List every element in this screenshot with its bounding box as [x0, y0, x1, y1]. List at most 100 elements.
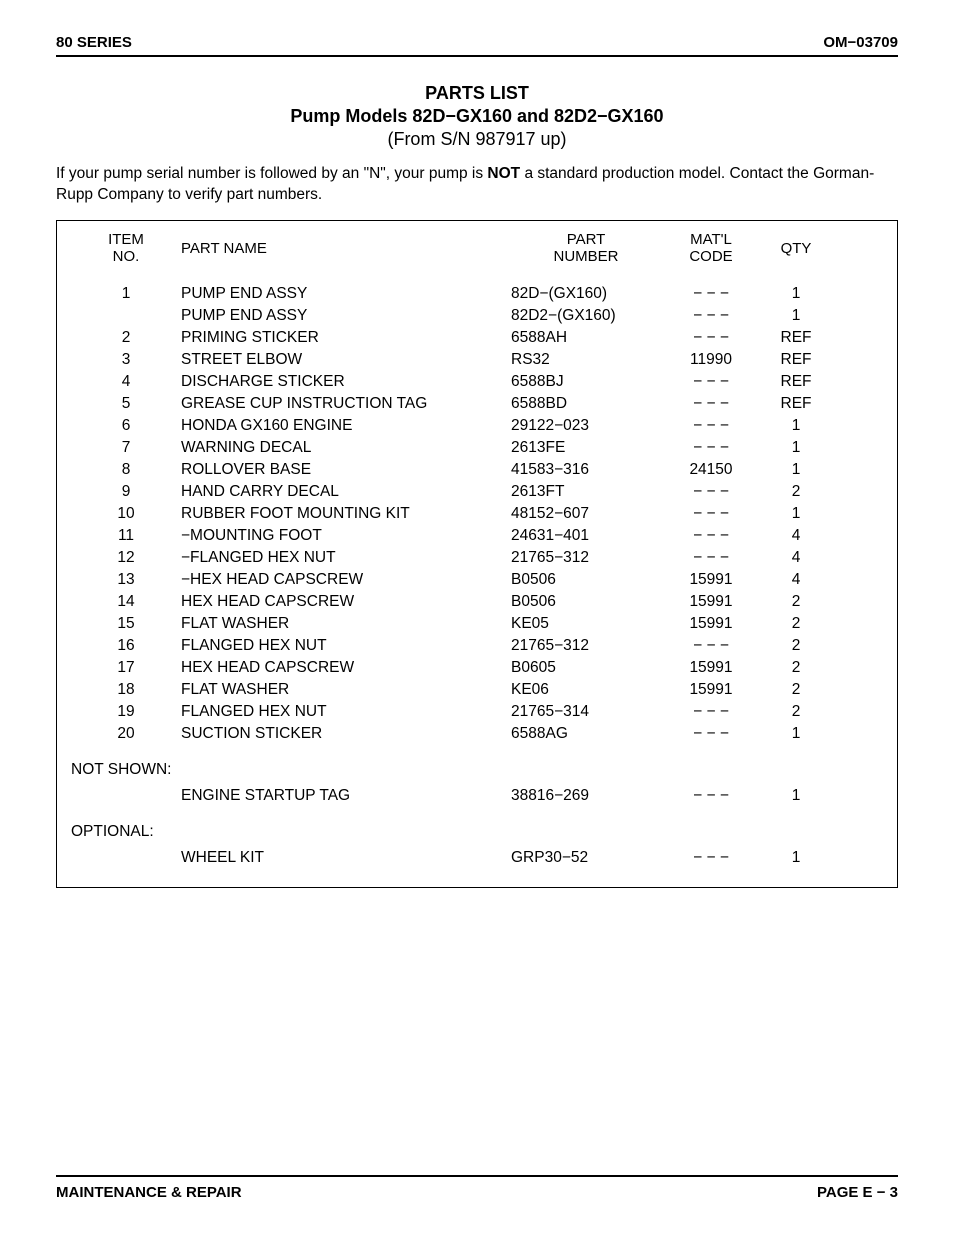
cell-item: 19 [71, 701, 181, 723]
cell-part: 6588AH [511, 327, 661, 349]
cell-part: 48152−607 [511, 503, 661, 525]
footer-right: PAGE E − 3 [817, 1184, 898, 1201]
cell-qty: REF [761, 393, 831, 415]
rows-optional: WHEEL KITGRP30−52− − −1 [71, 847, 883, 869]
cell-name: PUMP END ASSY [181, 305, 511, 327]
cell-part: B0506 [511, 591, 661, 613]
cell-item: 1 [71, 283, 181, 305]
cell-name: −HEX HEAD CAPSCREW [181, 569, 511, 591]
note-bold: NOT [487, 165, 520, 182]
table-row: 6HONDA GX160 ENGINE29122−023− − −1 [71, 415, 883, 437]
table-row: 11−MOUNTING FOOT24631−401− − −4 [71, 525, 883, 547]
cell-part: 2613FT [511, 481, 661, 503]
cell-name: RUBBER FOOT MOUNTING KIT [181, 503, 511, 525]
table-row: 8ROLLOVER BASE41583−316241501 [71, 459, 883, 481]
table-row: 15FLAT WASHERKE05159912 [71, 613, 883, 635]
cell-item [71, 305, 181, 327]
optional-label: OPTIONAL: [71, 823, 883, 841]
cell-qty: 1 [761, 305, 831, 327]
table-row: 3STREET ELBOWRS3211990REF [71, 349, 883, 371]
table-row: 2PRIMING STICKER6588AH− − −REF [71, 327, 883, 349]
cell-matl: − − − [661, 283, 761, 305]
cell-qty: 1 [761, 785, 831, 807]
cell-matl: − − − [661, 635, 761, 657]
cell-item [71, 785, 181, 807]
table-row: 17HEX HEAD CAPSCREWB0605159912 [71, 657, 883, 679]
cell-qty: 1 [761, 437, 831, 459]
cell-part: 21765−312 [511, 547, 661, 569]
cell-name: ROLLOVER BASE [181, 459, 511, 481]
cell-matl: 15991 [661, 679, 761, 701]
col-item: ITEM NO. [71, 231, 181, 265]
cell-matl: 15991 [661, 613, 761, 635]
table-row: 19FLANGED HEX NUT21765−314− − −2 [71, 701, 883, 723]
cell-qty: 2 [761, 635, 831, 657]
cell-matl: − − − [661, 437, 761, 459]
header-bar: 80 SERIES OM−03709 [56, 34, 898, 53]
title-line-3: (From S/N 987917 up) [56, 129, 898, 150]
title-line-1: PARTS LIST [56, 83, 898, 104]
header-left: 80 SERIES [56, 34, 132, 51]
parts-table: ITEM NO. PART NAME PART NUMBER MAT'L COD… [56, 220, 898, 888]
table-row: PUMP END ASSY82D2−(GX160)− − −1 [71, 305, 883, 327]
title-line-2: Pump Models 82D−GX160 and 82D2−GX160 [56, 106, 898, 127]
cell-name: HONDA GX160 ENGINE [181, 415, 511, 437]
cell-qty: 1 [761, 459, 831, 481]
cell-part: 41583−316 [511, 459, 661, 481]
cell-name: FLAT WASHER [181, 613, 511, 635]
cell-item: 17 [71, 657, 181, 679]
cell-item: 20 [71, 723, 181, 745]
cell-name: ENGINE STARTUP TAG [181, 785, 511, 807]
cell-qty: 1 [761, 283, 831, 305]
cell-name: HEX HEAD CAPSCREW [181, 657, 511, 679]
cell-name: HAND CARRY DECAL [181, 481, 511, 503]
cell-item: 2 [71, 327, 181, 349]
cell-part: KE06 [511, 679, 661, 701]
cell-name: PUMP END ASSY [181, 283, 511, 305]
cell-part: 24631−401 [511, 525, 661, 547]
table-row: 5GREASE CUP INSTRUCTION TAG6588BD− − −RE… [71, 393, 883, 415]
cell-matl: − − − [661, 327, 761, 349]
cell-item: 7 [71, 437, 181, 459]
cell-qty: 4 [761, 569, 831, 591]
cell-matl: − − − [661, 847, 761, 869]
header-rule [56, 55, 898, 57]
cell-part: 2613FE [511, 437, 661, 459]
cell-part: 82D−(GX160) [511, 283, 661, 305]
table-row: 4DISCHARGE STICKER6588BJ− − −REF [71, 371, 883, 393]
cell-part: KE05 [511, 613, 661, 635]
cell-part: 6588BD [511, 393, 661, 415]
cell-item: 15 [71, 613, 181, 635]
cell-matl: − − − [661, 525, 761, 547]
cell-part: 6588AG [511, 723, 661, 745]
footer-rule [56, 1175, 898, 1177]
cell-part: 82D2−(GX160) [511, 305, 661, 327]
col-name: PART NAME [181, 231, 511, 265]
table-row: 20SUCTION STICKER6588AG− − −1 [71, 723, 883, 745]
table-row: 12−FLANGED HEX NUT21765−312− − −4 [71, 547, 883, 569]
cell-item: 14 [71, 591, 181, 613]
cell-name: FLANGED HEX NUT [181, 635, 511, 657]
header-right: OM−03709 [823, 34, 898, 51]
col-part: PART NUMBER [511, 231, 661, 265]
rows-not-shown: ENGINE STARTUP TAG38816−269− − −1 [71, 785, 883, 807]
cell-name: −FLANGED HEX NUT [181, 547, 511, 569]
table-row: 14HEX HEAD CAPSCREWB0506159912 [71, 591, 883, 613]
cell-name: DISCHARGE STICKER [181, 371, 511, 393]
cell-qty: 1 [761, 723, 831, 745]
cell-qty: 1 [761, 415, 831, 437]
cell-qty: 2 [761, 481, 831, 503]
cell-name: STREET ELBOW [181, 349, 511, 371]
cell-qty: 2 [761, 613, 831, 635]
cell-name: FLANGED HEX NUT [181, 701, 511, 723]
cell-matl: − − − [661, 785, 761, 807]
note-pre: If your pump serial number is followed b… [56, 165, 487, 182]
table-row: 9HAND CARRY DECAL2613FT− − −2 [71, 481, 883, 503]
cell-item: 5 [71, 393, 181, 415]
footer-left: MAINTENANCE & REPAIR [56, 1184, 242, 1201]
cell-name: WHEEL KIT [181, 847, 511, 869]
cell-matl: 15991 [661, 657, 761, 679]
cell-qty: 2 [761, 701, 831, 723]
cell-matl: 15991 [661, 591, 761, 613]
footer-bar: MAINTENANCE & REPAIR PAGE E − 3 [56, 1184, 898, 1201]
